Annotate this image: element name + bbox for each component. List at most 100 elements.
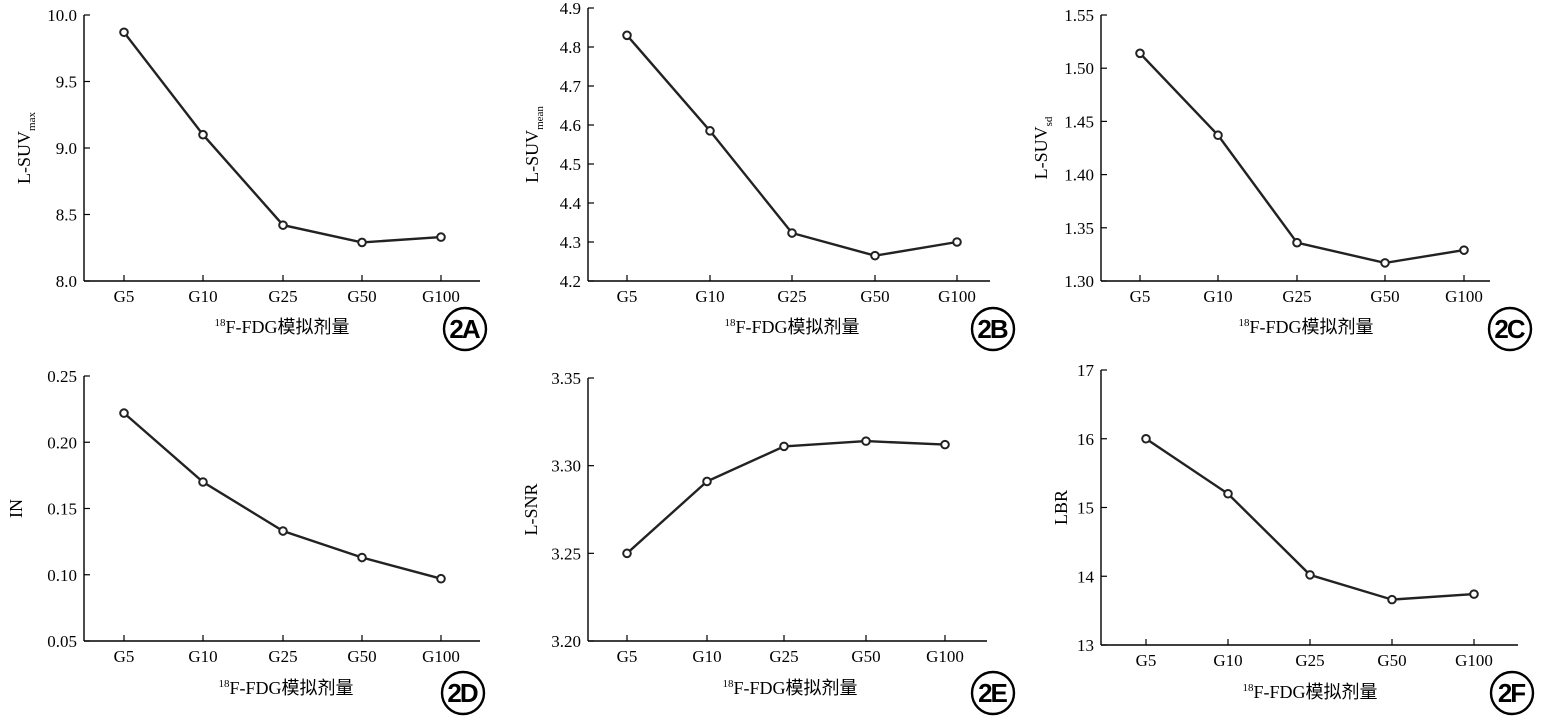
y-tick-label: 1.40 [1064,166,1094,185]
x-axis-title: 18F-FDG模拟剂量 [214,317,349,337]
x-tick-label: G100 [938,287,976,306]
y-tick-label: 0.15 [47,500,77,519]
y-axis-title-main: L-SNR [521,483,541,535]
x-axis-title-main: F-FDG模拟剂量 [733,678,857,698]
panel-badge-circle [1489,670,1535,716]
y-axis-title-main: IN [6,499,26,518]
data-point [198,477,208,487]
y-tick-label: 0.25 [47,367,77,386]
y-tick-label: 8.0 [56,272,77,291]
data-point [702,476,712,487]
data-point [1292,237,1302,248]
y-tick-label: 3.35 [551,369,581,388]
y-tick-label: 10.0 [47,6,77,25]
y-tick-label: 14 [1077,567,1095,586]
x-tick-label: G25 [1282,287,1311,306]
x-tick-label: G50 [347,287,376,306]
x-tick-label: G50 [860,287,889,306]
y-axis-title: IN [6,499,26,518]
panel-badge-circle [970,670,1016,716]
x-axis-title-superscript: 18 [724,317,736,329]
x-tick-label: G50 [1377,651,1406,670]
data-point [436,573,446,584]
y-tick-label: 4.5 [560,155,581,174]
y-tick-label: 8.5 [56,206,77,225]
data-point [1305,570,1315,580]
x-tick-label: G25 [1295,651,1324,670]
y-tick-label: 4.3 [560,233,581,252]
x-axis-title-main: F-FDG模拟剂量 [229,678,353,698]
x-axis-title-superscript: 18 [218,678,230,690]
panel-badge-circle [1487,306,1533,352]
y-tick-label: 0.20 [47,433,77,452]
x-axis-title: 18F-FDG模拟剂量 [722,678,857,698]
y-axis-title-subscript: sd [1043,116,1055,126]
panel-badge-circle [970,306,1016,352]
x-tick-label: G25 [268,287,297,306]
x-tick-label: G10 [188,287,217,306]
y-axis-title: LBR [1051,490,1071,525]
x-axis-title: 18F-FDG模拟剂量 [724,317,859,337]
panel-badge-label: 2B [977,314,1007,344]
y-tick-label: 4.4 [560,194,582,213]
panel-badge-circle [442,306,488,352]
y-axis-title: L-SUVmean [522,106,546,183]
series-line [626,439,946,555]
x-tick-label: G25 [769,647,798,666]
x-axis-title: 18F-FDG模拟剂量 [218,678,353,698]
x-axis-title: 18F-FDG模拟剂量 [1242,682,1377,702]
data-point [705,126,715,136]
y-axis-title-subscript: mean [534,106,546,130]
panel-badge-label: 2E [978,678,1007,708]
data-point [436,232,446,242]
x-tick-label: G10 [1213,651,1242,670]
x-tick-label: G10 [692,647,721,666]
y-tick-label: 1.55 [1064,6,1094,25]
series-line [1139,52,1465,265]
x-axis-title-main: F-FDG模拟剂量 [1249,317,1373,337]
x-axis-title-main: F-FDG模拟剂量 [735,317,859,337]
x-axis-title-main: F-FDG模拟剂量 [1253,682,1377,702]
x-axis-title-superscript: 18 [1238,317,1250,329]
data-point [1387,594,1397,605]
y-tick-label: 13 [1077,636,1094,655]
data-point [119,408,129,418]
x-tick-label: G100 [926,647,964,666]
y-tick-label: 0.05 [47,632,77,651]
y-tick-label: 17 [1077,361,1095,380]
x-tick-label: G10 [695,287,724,306]
chart-panel-2d: 0.05 0.10 0.15 0.20 0.25 G5 G10 G25 G50 G100 IN 18F… [6,367,486,716]
y-tick-label: 9.5 [56,73,77,92]
y-tick-label: 4.6 [560,116,581,135]
x-tick-label: G100 [1455,651,1493,670]
data-point [278,526,288,536]
data-point [622,30,632,41]
panel-badge-label: 2A [449,314,480,344]
data-point [357,237,367,248]
data-point [1141,433,1151,444]
data-point [952,237,962,247]
data-point [119,27,129,38]
y-tick-label: 9.0 [56,139,77,158]
panel-badge-label: 2D [447,678,477,708]
y-tick-label: 1.35 [1064,219,1094,238]
y-tick-label: 3.25 [551,544,581,563]
panel-badge-circle [440,670,486,716]
y-axis-title-main: LBR [1051,490,1071,525]
y-tick-label: 4.2 [560,272,581,291]
y-tick-label: 16 [1077,430,1094,449]
series-line [123,412,442,580]
x-tick-label: G10 [1203,287,1232,306]
x-tick-label: G50 [347,647,376,666]
y-tick-label: 15 [1077,499,1094,518]
x-tick-label: G100 [422,647,460,666]
y-tick-label: 1.45 [1064,112,1094,131]
x-tick-label: G100 [1445,287,1483,306]
y-tick-label: 3.20 [551,632,581,651]
data-point [278,220,288,230]
y-tick-label: 4.7 [560,77,582,96]
y-tick-label: 1.30 [1064,272,1094,291]
x-tick-label: G50 [851,647,880,666]
chart-panel-2c: 1.30 1.35 1.40 1.45 1.50 1.55 G5 G10 G25 G50 G100 L… [1031,6,1533,352]
